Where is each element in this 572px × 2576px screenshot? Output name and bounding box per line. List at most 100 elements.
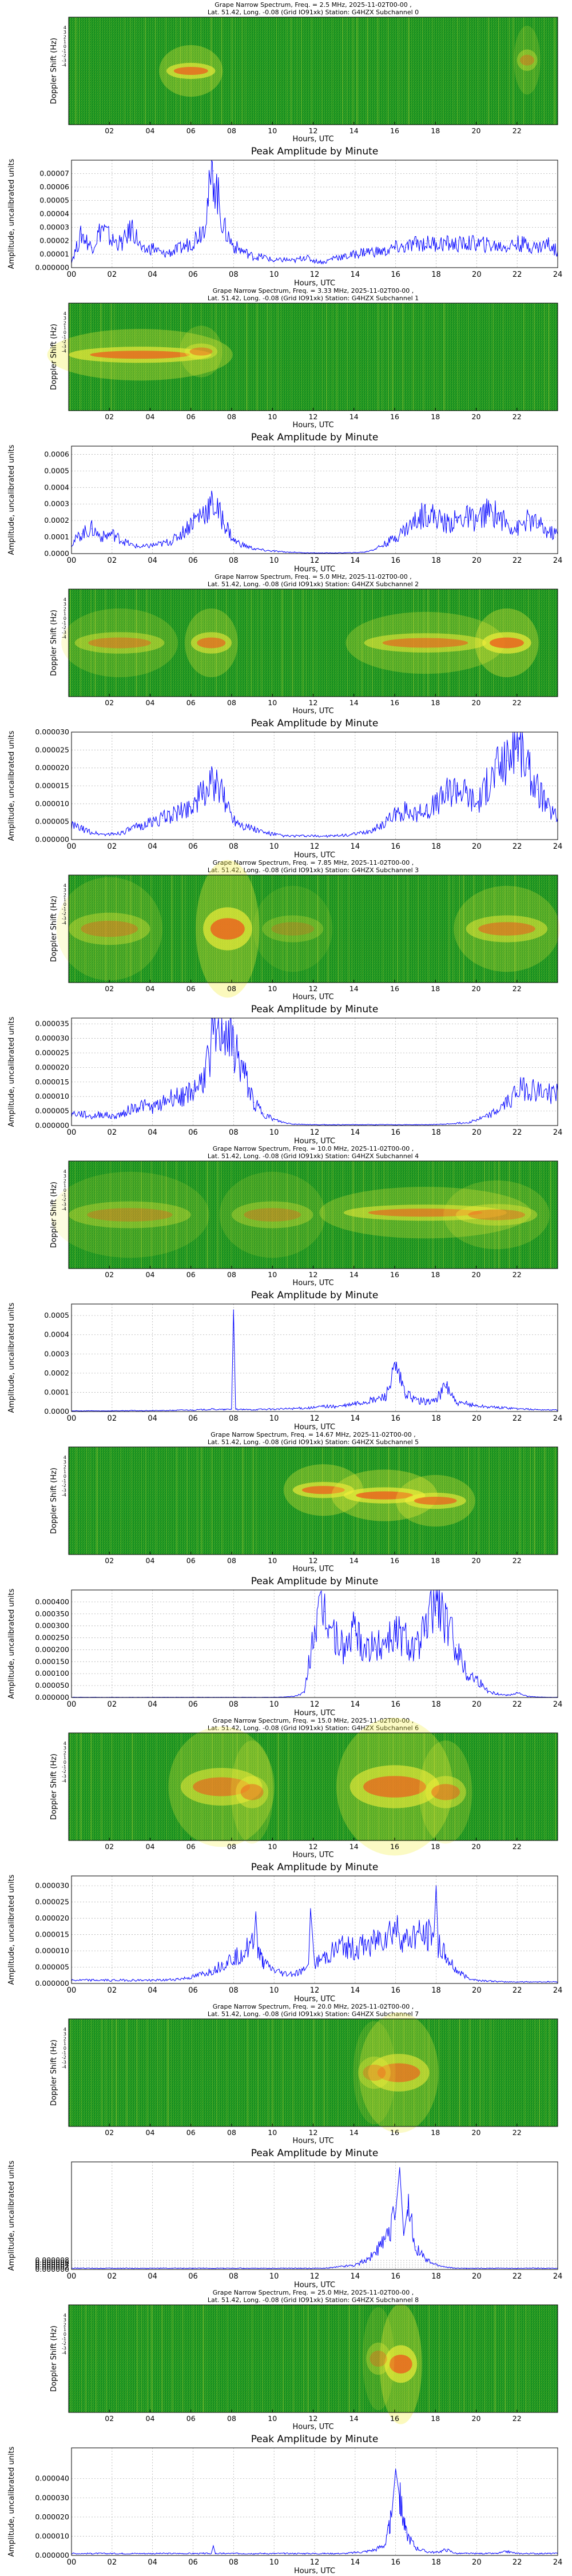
y-tick-label: -1	[62, 49, 66, 54]
spectrogram-streak	[403, 875, 404, 983]
y-tick-label: 0.000005	[35, 817, 69, 826]
plot-frame	[71, 1589, 558, 1698]
spectrogram-streak	[362, 875, 363, 983]
spectrogram-background	[69, 2019, 558, 2126]
amplitude-data-point	[223, 520, 224, 521]
x-tick-label: 12	[310, 2558, 320, 2567]
spectrogram-streak	[136, 2019, 138, 2126]
amplitude-series-line	[71, 1310, 558, 1412]
x-tick-label: 18	[431, 984, 440, 993]
y-axis-label: Amplitude, uncalibrated units	[7, 2160, 16, 2271]
amplitude-data-point	[375, 2252, 376, 2253]
y-axis-label: Doppler Shift (Hz)	[50, 38, 58, 104]
spectrogram-streak	[326, 303, 327, 411]
amplitude-data-point	[132, 1410, 133, 1411]
y-tick-label: 4	[63, 2313, 66, 2318]
x-tick-label: 22	[513, 842, 522, 851]
x-tick-label: 04	[148, 1128, 157, 1137]
spectrogram-streak	[545, 2019, 546, 2126]
y-tick-label: -3	[62, 1488, 66, 1493]
amplitude-data-point	[243, 1072, 244, 1074]
chart-title: Peak Amplitude by Minute	[251, 146, 379, 157]
x-axis-label: Hours, UTC	[292, 2137, 333, 2145]
y-tick-label: 3	[63, 316, 66, 321]
y-tick-label: 0.000035	[35, 1019, 69, 1028]
x-tick-label: 04	[148, 271, 157, 279]
amplitude-data-point	[385, 1396, 386, 1397]
spectrogram-streak	[141, 2305, 142, 2412]
spectrogram-streak	[447, 303, 448, 411]
spectrogram-subtitle: Lat. 51.42, Long. -0.08 (Grid IO91xk) St…	[208, 2296, 419, 2304]
amplitude-data-point	[257, 1950, 259, 1951]
amplitude-data-point	[293, 2553, 295, 2554]
x-tick-label: 24	[553, 1700, 563, 1709]
amplitude-data-point	[364, 2260, 366, 2261]
spectrogram-streak	[147, 2305, 148, 2412]
x-tick-label: 02	[108, 556, 117, 565]
x-tick-label: 18	[431, 2414, 440, 2423]
amplitude-data-point	[243, 1409, 244, 1410]
spectrogram-streak	[151, 2305, 153, 2412]
spectrogram-panel: Grape Narrow Spectrum, Freq. = 14.67 MHz…	[50, 1431, 558, 1573]
spectrogram-signal-core	[193, 1777, 251, 1796]
spectrogram-streak	[328, 2305, 329, 2412]
spectrogram-streak	[75, 17, 77, 125]
x-tick-label: 24	[553, 556, 563, 565]
spectrogram-streak	[120, 17, 121, 125]
x-tick-label: 08	[229, 2558, 239, 2567]
spectrogram-streak	[85, 875, 86, 983]
x-tick-label: 06	[186, 1556, 196, 1565]
spectrogram-streak	[317, 2305, 319, 2412]
amplitude-data-point	[486, 2553, 487, 2554]
amplitude-data-point	[537, 1090, 538, 1091]
spectrogram-streak	[463, 875, 464, 983]
y-tick-label: 0.00006	[39, 182, 69, 191]
spectrogram-streak	[352, 17, 353, 125]
amplitude-data-point	[375, 1649, 376, 1651]
spectrogram-streak	[332, 17, 333, 125]
spectrogram-streak	[146, 589, 148, 697]
x-tick-label: 22	[513, 1128, 522, 1137]
spectrogram-streak	[246, 1447, 247, 1555]
amplitude-data-point	[324, 262, 325, 263]
spectrogram-streak	[398, 17, 399, 125]
x-tick-label: 20	[472, 1270, 481, 1279]
x-tick-label: 18	[431, 412, 440, 421]
spectrogram-streak	[412, 303, 414, 411]
amplitude-data-point	[466, 1673, 467, 1674]
spectrogram-streak	[276, 17, 277, 125]
x-tick-label: 04	[148, 1414, 157, 1423]
spectrogram-streak	[85, 1161, 86, 1269]
spectrogram-title: Grape Narrow Spectrum, Freq. = 5.0 MHz, …	[214, 573, 412, 581]
y-axis-label: Amplitude, uncalibrated units	[7, 730, 16, 841]
plot-area	[72, 1018, 558, 1126]
amplitude-data-point	[385, 251, 386, 252]
spectrogram-streak	[155, 17, 156, 125]
spectrogram-streak	[515, 2305, 517, 2412]
spectrogram-streak	[293, 2305, 294, 2412]
chart-title: Peak Amplitude by Minute	[251, 718, 379, 729]
amplitude-data-point	[202, 226, 204, 228]
chart-title: Peak Amplitude by Minute	[251, 432, 379, 443]
amplitude-data-point	[395, 2468, 396, 2470]
spectrogram-streak	[287, 1161, 288, 1269]
spectrogram-streak	[513, 17, 514, 125]
y-tick-label: 0	[63, 2332, 66, 2337]
spectrogram-streak	[321, 17, 323, 125]
spectrogram-streak	[402, 303, 404, 411]
spectrogram-signal	[455, 1204, 538, 1226]
x-tick-label: 22	[513, 2272, 522, 2281]
y-tick-label: 0.0001	[44, 1388, 69, 1396]
spectrogram-streak	[110, 1447, 111, 1555]
amplitude-data-point	[304, 1970, 305, 1971]
amplitude-data-point	[385, 1124, 386, 1126]
y-tick-label: 2	[63, 1178, 66, 1183]
x-tick-label: 22	[513, 1986, 522, 1995]
y-tick-label: 4	[63, 597, 66, 602]
spectrogram-signal-glow	[50, 1171, 209, 1258]
x-tick-label: 20	[472, 984, 481, 993]
spectrogram-streak	[261, 589, 263, 697]
spectrogram-background	[69, 2305, 558, 2412]
y-tick-label: 2	[63, 1750, 66, 1755]
spectrogram-streak	[307, 875, 308, 983]
